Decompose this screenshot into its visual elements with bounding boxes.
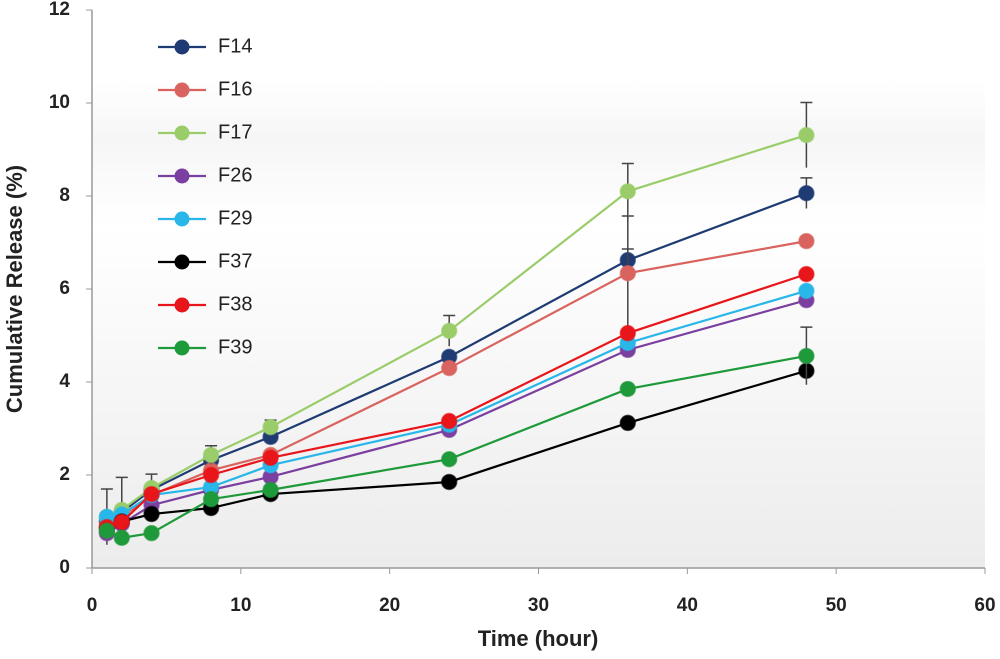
y-tick-label: 4 (59, 371, 70, 392)
legend-marker (174, 82, 190, 98)
legend-text: F37 (218, 250, 252, 272)
data-point (113, 529, 131, 547)
x-tick-label: 10 (230, 595, 251, 616)
legend-marker (174, 297, 190, 313)
x-axis-title: Time (hour) (478, 626, 599, 651)
data-point (619, 183, 637, 200)
data-point (202, 490, 220, 508)
x-tick-label: 30 (528, 595, 549, 616)
data-point (262, 418, 279, 436)
data-point (143, 524, 160, 542)
y-tick-label: 0 (59, 557, 70, 578)
legend-marker (174, 39, 190, 55)
y-tick-label: 2 (59, 464, 70, 485)
y-tick-label: 10 (49, 92, 70, 113)
data-point (798, 282, 815, 300)
legend-text: F14 (218, 35, 252, 57)
data-point (98, 522, 116, 540)
data-point (798, 265, 815, 283)
y-tick-label: 8 (59, 185, 70, 206)
legend-marker (174, 254, 190, 270)
y-axis-title: Cumulative Release (%) (2, 165, 27, 413)
data-point (619, 264, 637, 282)
legend-text: F17 (218, 121, 252, 143)
legend-marker (174, 168, 190, 184)
legend-text: F26 (218, 164, 252, 186)
data-point (143, 485, 160, 503)
data-point (440, 473, 458, 491)
x-tick-label: 50 (826, 595, 847, 616)
data-point (202, 466, 220, 484)
data-point (440, 412, 458, 430)
data-point (143, 505, 160, 523)
plot-background (92, 80, 985, 568)
data-point (262, 449, 279, 467)
y-tick-label: 12 (49, 0, 70, 20)
data-point (262, 481, 279, 499)
legend-marker (174, 125, 190, 141)
data-point (619, 414, 637, 432)
x-tick-label: 40 (677, 595, 698, 616)
data-point (440, 450, 458, 468)
x-tick-label: 20 (379, 595, 400, 616)
data-point (619, 380, 637, 398)
data-point (798, 347, 815, 365)
y-tick-label: 6 (59, 278, 70, 299)
data-point (619, 324, 637, 342)
legend-marker (174, 211, 190, 227)
legend-text: F38 (218, 293, 252, 315)
x-tick-label: 0 (87, 595, 98, 616)
legend-marker (174, 340, 190, 356)
legend-text: F29 (218, 207, 252, 229)
data-point (798, 126, 815, 144)
data-point (113, 513, 131, 531)
data-point (440, 322, 458, 340)
data-point (798, 232, 815, 250)
legend-text: F39 (218, 336, 252, 358)
data-point (202, 446, 220, 464)
data-point (440, 359, 458, 377)
x-tick-label: 60 (974, 595, 995, 616)
data-point (798, 184, 815, 202)
legend-text: F16 (218, 78, 252, 100)
